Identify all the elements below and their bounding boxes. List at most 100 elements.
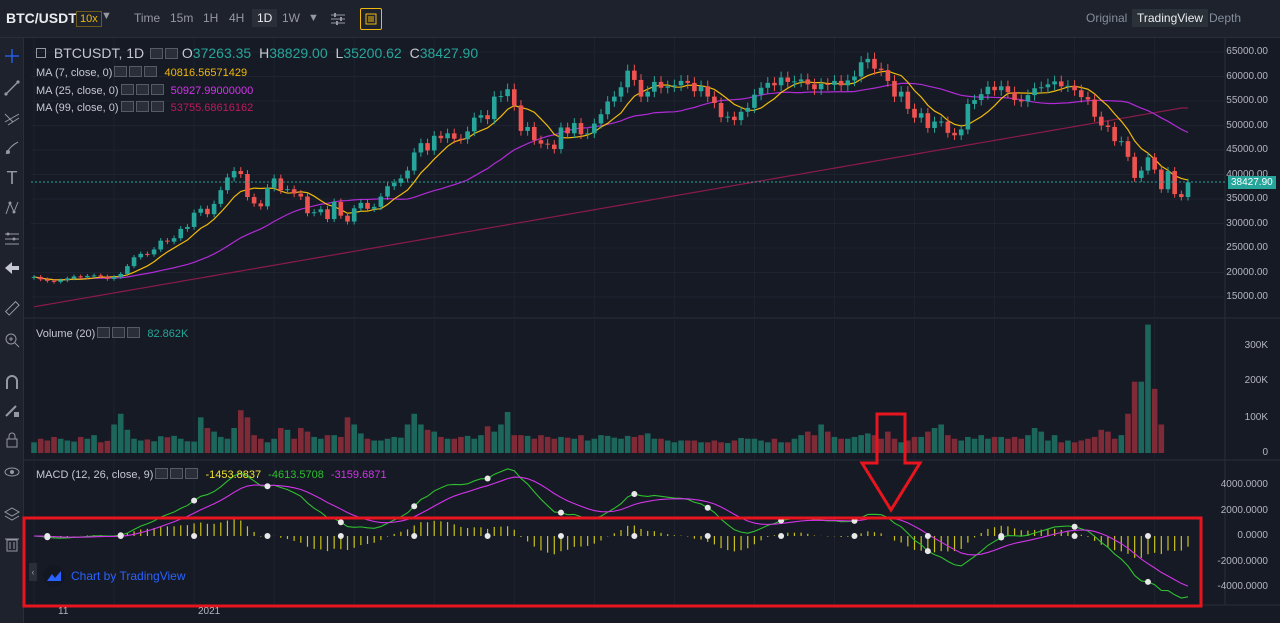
close-icon[interactable] [150, 84, 164, 95]
candle-body [305, 196, 310, 214]
volume-bar [324, 435, 331, 453]
candle-body [345, 215, 350, 222]
chart-template-icon[interactable] [360, 8, 382, 30]
candle-body [485, 115, 490, 120]
volume-bar [1025, 435, 1031, 453]
candle-body [451, 133, 457, 139]
timeframe-1h[interactable]: 1H [203, 11, 219, 25]
settings-icon[interactable] [150, 48, 164, 59]
volume-bar [418, 424, 424, 453]
axis-tick-label: -2000.0000 [1217, 555, 1268, 567]
candle-body [531, 126, 537, 141]
volume-bar [224, 438, 231, 453]
volume-bar [871, 435, 878, 453]
gear-icon[interactable] [129, 66, 143, 77]
candle-body [1038, 87, 1044, 89]
axis-tick-label: 0 [1262, 447, 1268, 458]
candle-body [385, 186, 390, 197]
volume-bar [184, 441, 191, 453]
volume-bar [111, 424, 117, 453]
collapse-panel-icon[interactable]: ‹ [29, 563, 37, 581]
eye-icon[interactable] [120, 84, 134, 95]
gear-icon[interactable] [135, 101, 149, 112]
volume-bar [424, 429, 431, 453]
visibility-icon[interactable] [165, 48, 179, 59]
trash-icon[interactable] [2, 534, 22, 554]
candle-body [852, 76, 857, 81]
timeframe-15m[interactable]: 15m [170, 11, 194, 25]
timeframe-1w[interactable]: 1W [282, 11, 300, 25]
volume-bar [1045, 440, 1051, 453]
eye-icon[interactable] [2, 462, 22, 482]
candle-body [138, 253, 144, 258]
candle-body [151, 249, 157, 255]
gear-icon[interactable] [170, 468, 184, 479]
axis-tick-label: 15000.00 [1226, 291, 1268, 302]
volume-bar [651, 438, 658, 453]
volume-bar [878, 438, 884, 453]
volume-bar [744, 438, 751, 453]
eye-icon[interactable] [97, 327, 111, 338]
candle-body [665, 86, 670, 88]
cross-marker [704, 504, 711, 511]
volume-bar [358, 433, 364, 453]
candle-body [51, 280, 57, 282]
text-tool-icon[interactable]: T [6, 167, 18, 188]
lock-icon[interactable] [2, 430, 22, 450]
magnet-icon[interactable] [2, 372, 22, 392]
crosshair-icon[interactable] [2, 46, 22, 66]
candle-body [78, 276, 83, 278]
close-icon[interactable] [185, 468, 199, 479]
eye-icon[interactable] [155, 468, 169, 479]
volume-bar [498, 424, 504, 453]
leverage-badge: 10x [76, 11, 102, 27]
timeframe-more-icon[interactable]: ▼ [308, 12, 319, 24]
symbol-title[interactable]: BTC/USDT [6, 10, 77, 26]
tradingview-watermark[interactable]: Chart by TradingView [43, 565, 186, 587]
candle-body [1092, 99, 1097, 117]
candle-body [285, 189, 290, 191]
timeframe-4h[interactable]: 4H [229, 11, 245, 25]
close-icon[interactable] [150, 101, 164, 112]
ruler-icon[interactable] [2, 298, 22, 318]
view-tradingview[interactable]: TradingView [1132, 9, 1209, 27]
timeframe-time[interactable]: Time [134, 11, 161, 25]
axis-tick-label: 4000.0000 [1220, 479, 1268, 490]
pattern-icon[interactable] [2, 198, 22, 218]
volume-bar [384, 438, 391, 453]
volume-bar [865, 433, 871, 453]
brush-icon[interactable] [2, 138, 22, 158]
indicator-settings-icon[interactable] [327, 8, 349, 30]
volume-bar [291, 438, 297, 453]
layers-icon[interactable] [2, 504, 22, 524]
close-icon[interactable] [127, 327, 141, 338]
view-depth[interactable]: Depth [1209, 11, 1242, 25]
pencil-lock-icon[interactable] [2, 400, 22, 420]
fib-tool-icon[interactable] [2, 108, 22, 128]
symbol-dropdown-icon[interactable]: ▼ [101, 10, 112, 22]
prediction-icon[interactable] [2, 228, 22, 248]
timeframe-1d[interactable]: 1D [252, 9, 278, 27]
gear-icon[interactable] [135, 84, 149, 95]
candle-body [178, 228, 184, 239]
volume-bar [331, 435, 337, 453]
gear-icon[interactable] [112, 327, 126, 338]
close-icon[interactable] [144, 66, 158, 77]
volume-bar [1011, 436, 1018, 453]
candle-body [865, 58, 871, 63]
zoom-in-icon[interactable] [2, 330, 22, 350]
eye-icon[interactable] [120, 101, 134, 112]
volume-bar [831, 436, 838, 453]
eye-icon[interactable] [114, 66, 128, 77]
trend-line-icon[interactable] [2, 78, 22, 98]
axis-tick-label: 25000.00 [1226, 242, 1268, 253]
candle-body [672, 85, 677, 87]
eye-toggle-icon[interactable] [36, 48, 46, 58]
candle-body [858, 62, 864, 77]
volume-bar [217, 436, 224, 453]
volume-bar [51, 436, 57, 453]
back-arrow-icon[interactable] [2, 258, 22, 278]
volume-bar [804, 431, 811, 453]
view-original[interactable]: Original [1086, 11, 1128, 25]
